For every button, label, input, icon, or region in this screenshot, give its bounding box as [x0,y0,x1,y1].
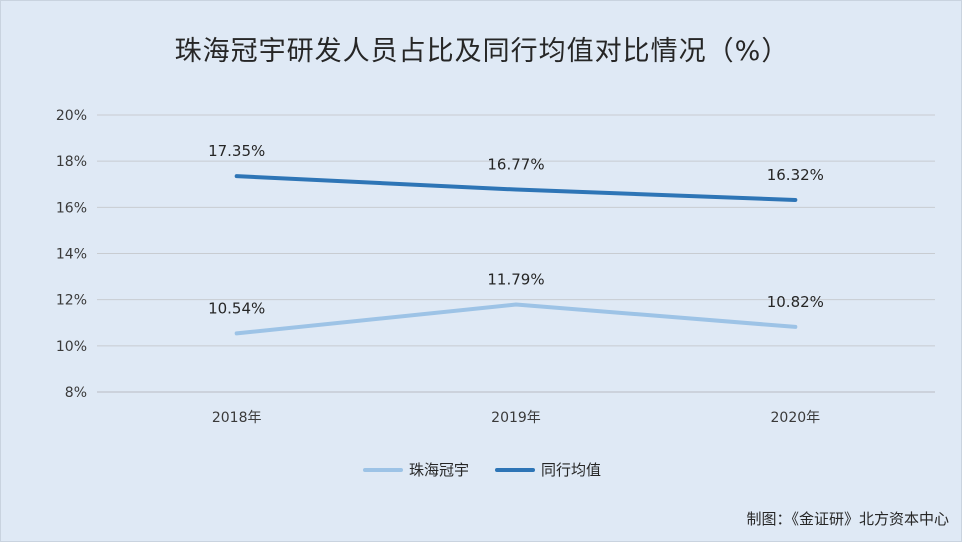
legend-item-0: 珠海冠宇 [362,459,469,480]
y-tick-label-4: 16% [56,200,87,216]
x-tick-label-0: 2018年 [212,410,262,426]
y-tick-label-5: 18% [56,154,87,170]
series-line-1 [234,174,798,202]
data-label-1-1: 16.77% [487,156,544,174]
x-tick-label-1: 2019年 [491,410,541,426]
legend-swatch-0 [362,467,403,472]
y-tick-label-1: 10% [56,339,87,355]
legend-label-1: 同行均值 [541,461,602,479]
x-tick-label-2: 2020年 [771,410,821,426]
y-tick-label-0: 8% [65,385,87,401]
data-label-0-1: 11.79% [487,271,544,289]
data-label-1-2: 16.32% [767,166,824,184]
y-tick-label-3: 14% [56,247,87,263]
chart-legend: 珠海冠宇 同行均值 [1,459,962,480]
series-line-0 [234,302,798,336]
chart-title: 珠海冠宇研发人员占比及同行均值对比情况（%） [174,36,790,67]
y-tick-label-2: 12% [56,293,87,309]
data-label-0-2: 10.82% [767,293,824,311]
legend-label-0: 珠海冠宇 [408,461,469,479]
y-tick-label-6: 20% [56,108,87,124]
data-label-1-0: 17.35% [208,142,265,160]
source-note: 制图：《金证研》北方资本中心 [746,510,949,528]
legend-item-1: 同行均值 [495,459,601,480]
legend-swatch-1 [495,467,535,472]
data-label-0-0: 10.54% [208,299,265,317]
